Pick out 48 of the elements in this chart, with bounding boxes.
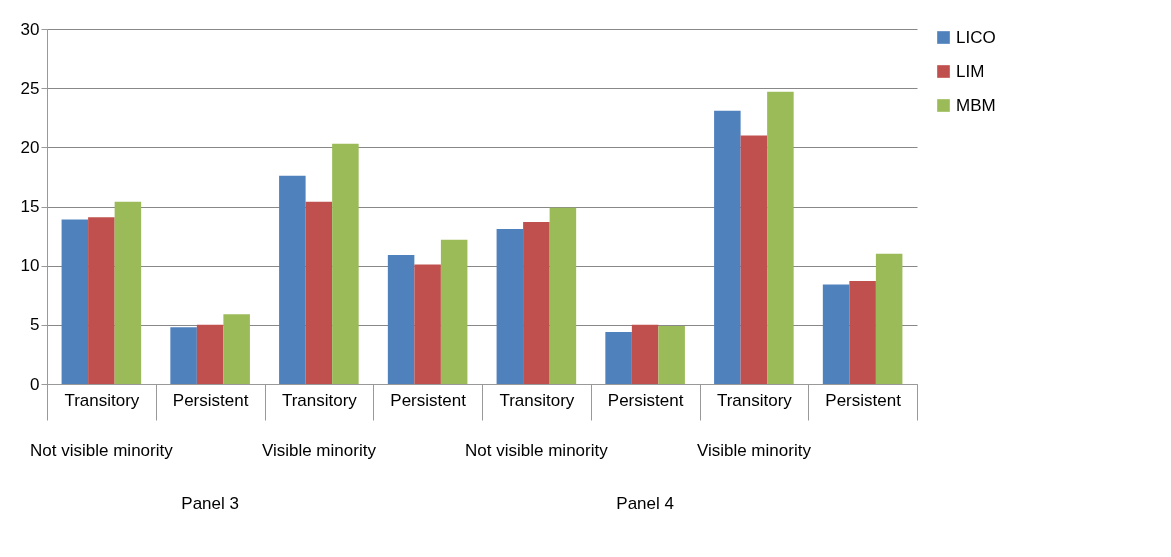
y-tick-label: 5 (30, 315, 40, 335)
bar (114, 201, 142, 384)
bar (767, 91, 794, 384)
bar (605, 331, 632, 384)
text: Not visible minority (30, 441, 174, 460)
text: Visible minority (261, 441, 377, 460)
legend-label: LICO (956, 27, 996, 47)
bar (631, 324, 659, 384)
y-tick-label: 25 (20, 78, 40, 98)
legend-label: MBM (956, 95, 996, 115)
bar (875, 253, 903, 384)
bar (279, 175, 306, 384)
x-tick-label: Transitory (716, 390, 793, 410)
bar (332, 143, 359, 384)
bar (387, 255, 415, 384)
bar (305, 201, 333, 384)
bar (196, 324, 224, 384)
bar (170, 327, 197, 384)
bar (440, 239, 468, 384)
y-tick-label: 15 (20, 197, 40, 216)
bar (496, 228, 524, 384)
y-tick-label: 10 (20, 256, 40, 276)
y-tick-label: 30 (20, 19, 40, 39)
x-tick-label: Persistent (607, 390, 684, 410)
legend-label: LIM (956, 61, 985, 81)
x-tick-label: Transitory (64, 390, 140, 410)
text: Panel 4 (616, 494, 674, 513)
text: Visible minority (696, 441, 812, 460)
x-tick-label: Transitory (281, 390, 358, 410)
bar (822, 284, 850, 384)
x-tick-label: Persistent (172, 390, 249, 410)
bar (414, 264, 441, 384)
bar (714, 110, 741, 384)
y-tick-label: 20 (20, 137, 40, 157)
bar (658, 326, 685, 384)
bar (523, 221, 550, 384)
bar (740, 135, 768, 384)
x-tick-label: Transitory (499, 390, 575, 410)
bar (88, 217, 115, 384)
text: Panel 3 (181, 494, 239, 513)
y-tick-label: 0 (30, 374, 40, 394)
bar (61, 219, 89, 384)
x-tick-label: Persistent (390, 390, 467, 410)
x-tick-label: Persistent (825, 390, 902, 410)
bar (223, 314, 250, 384)
bar (849, 281, 876, 384)
bar (549, 207, 577, 384)
text: Not visible minority (465, 441, 609, 460)
